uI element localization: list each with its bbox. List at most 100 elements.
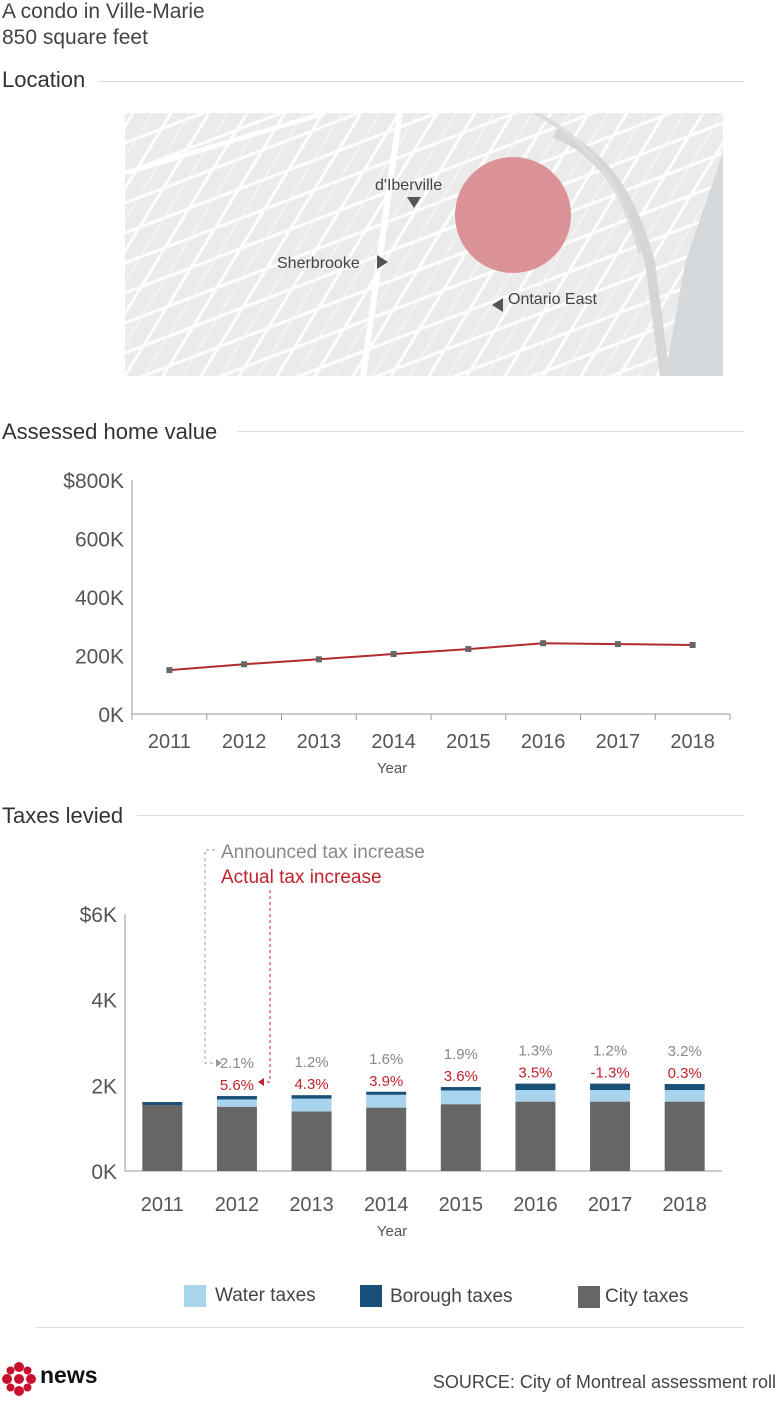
bar-water-taxes — [291, 1098, 332, 1112]
river-water — [665, 153, 723, 376]
bar-water-taxes — [515, 1090, 556, 1102]
x-tick-label: 2017 — [596, 731, 641, 753]
page-title: A condo in Ville-Marie — [2, 0, 205, 23]
bar-city-taxes — [291, 1111, 332, 1171]
series-line — [169, 642, 693, 672]
y-tick-label: 0K — [91, 1161, 117, 1184]
triangle-left-icon — [492, 298, 503, 312]
x-tick-label: 2018 — [662, 1194, 707, 1216]
y-tick-label: 4K — [91, 990, 117, 1013]
announced-increase-label: 2.1% — [220, 1055, 254, 1072]
x-tick-label: 2016 — [513, 1194, 558, 1216]
announced-connector — [204, 849, 218, 1064]
actual-increase-label: 5.6% — [220, 1077, 254, 1094]
x-tick-label: 2012 — [215, 1194, 260, 1216]
actual-annotation: Actual tax increase — [221, 867, 382, 888]
x-tick-label: 2012 — [222, 731, 267, 753]
map-canvas: d'Iberville Sherbrooke Ontario East — [125, 113, 723, 376]
brand-wordmark: news — [40, 1362, 98, 1388]
legend-label-water: Water taxes — [215, 1285, 316, 1306]
bar-water-taxes — [216, 1099, 257, 1107]
bar-city-taxes — [366, 1107, 407, 1171]
announced-increase-label: 1.2% — [593, 1043, 627, 1060]
legend-swatch-borough — [360, 1285, 382, 1307]
bar-city-taxes — [440, 1104, 481, 1171]
data-point — [689, 641, 696, 648]
announced-increase-label: 1.2% — [294, 1054, 328, 1071]
assessed-value-chart: 0K 200K 400K 600K $800K 2011 2012 2013 2014 2015… — [63, 470, 731, 777]
bar-borough-taxes — [664, 1084, 705, 1091]
actual-increase-label: 3.6% — [444, 1068, 478, 1085]
data-point — [614, 641, 621, 648]
location-map: d'Iberville Sherbrooke Ontario East — [125, 113, 723, 376]
actual-increase-label: 4.3% — [294, 1076, 328, 1093]
triangle-down-icon — [407, 197, 421, 208]
x-tick-label: 2014 — [364, 1194, 409, 1216]
announced-increase-label: 3.2% — [668, 1043, 702, 1060]
y-tick-label: $6K — [80, 904, 117, 927]
source-note: SOURCE: City of Montreal assessment roll — [432, 1372, 776, 1392]
bar-city-taxes — [664, 1101, 705, 1171]
x-axis-label: Year — [377, 760, 407, 777]
map-label-ontario: Ontario East — [508, 291, 597, 308]
bar-borough-taxes — [440, 1087, 481, 1091]
announced-increase-label: 1.9% — [444, 1046, 478, 1063]
data-point — [166, 667, 173, 674]
bar-borough-taxes — [142, 1102, 183, 1106]
actual-increase-label: 3.5% — [518, 1065, 552, 1082]
section-divider — [98, 81, 744, 82]
bar-borough-taxes — [291, 1095, 332, 1099]
data-point — [390, 651, 397, 658]
x-tick-label: 2011 — [148, 731, 191, 753]
map-label-diberville: d'Iberville — [375, 177, 442, 194]
x-axis-label: Year — [377, 1223, 407, 1240]
actual-increase-label: 0.3% — [668, 1065, 702, 1082]
actual-increase-label: 3.9% — [369, 1073, 403, 1090]
legend-swatch-city — [578, 1286, 600, 1308]
x-tick-label: 2015 — [439, 1194, 484, 1216]
announced-increase-label: 1.3% — [518, 1043, 552, 1060]
bar-city-taxes — [216, 1106, 257, 1171]
x-tick-label: 2017 — [588, 1194, 633, 1216]
arrow-left-icon — [258, 1078, 264, 1086]
section-title-assessed: Assessed home value — [2, 419, 218, 444]
bar-borough-taxes — [216, 1096, 257, 1100]
data-point — [540, 640, 547, 647]
bar-city-taxes — [590, 1101, 631, 1171]
x-tick-label: 2018 — [670, 731, 715, 753]
cbc-logo: news — [2, 1362, 98, 1396]
bar-water-taxes — [440, 1090, 481, 1105]
x-tick-label: 2013 — [289, 1194, 334, 1216]
actual-increase-label: -1.3% — [590, 1065, 629, 1082]
data-point — [241, 661, 248, 668]
x-tick-label: 2013 — [297, 731, 342, 753]
arrow-right-icon — [216, 1059, 222, 1067]
bar-city-taxes — [142, 1105, 183, 1171]
y-tick-label: 400K — [75, 587, 124, 610]
data-point — [465, 646, 472, 653]
x-tick-label: 2016 — [521, 731, 566, 753]
y-tick-label: 200K — [75, 646, 124, 669]
bar-city-taxes — [515, 1101, 556, 1171]
y-tick-label: 600K — [75, 529, 124, 552]
bar-water-taxes — [664, 1090, 705, 1102]
actual-connector — [262, 890, 271, 1083]
legend-swatch-water — [184, 1285, 206, 1307]
y-tick-label: 2K — [91, 1075, 117, 1098]
legend-label-borough: Borough taxes — [390, 1286, 513, 1307]
section-title-taxes: Taxes levied — [2, 803, 124, 828]
footer-divider — [36, 1327, 744, 1328]
section-title-location: Location — [2, 67, 86, 92]
legend-label-city: City taxes — [605, 1286, 689, 1307]
bar-borough-taxes — [515, 1083, 556, 1091]
bar-water-taxes — [590, 1090, 631, 1102]
x-tick-label: 2011 — [141, 1194, 184, 1216]
location-circle — [455, 157, 571, 273]
page-subtitle: 850 square feet — [2, 26, 148, 49]
triangle-right-icon — [377, 255, 388, 269]
announced-increase-label: 1.6% — [369, 1051, 403, 1068]
bar-borough-taxes — [366, 1091, 407, 1095]
announced-annotation: Announced tax increase — [221, 842, 425, 863]
cbc-gem-icon — [2, 1362, 36, 1396]
taxes-chart: Announced tax increase Actual tax increa… — [80, 842, 722, 1240]
